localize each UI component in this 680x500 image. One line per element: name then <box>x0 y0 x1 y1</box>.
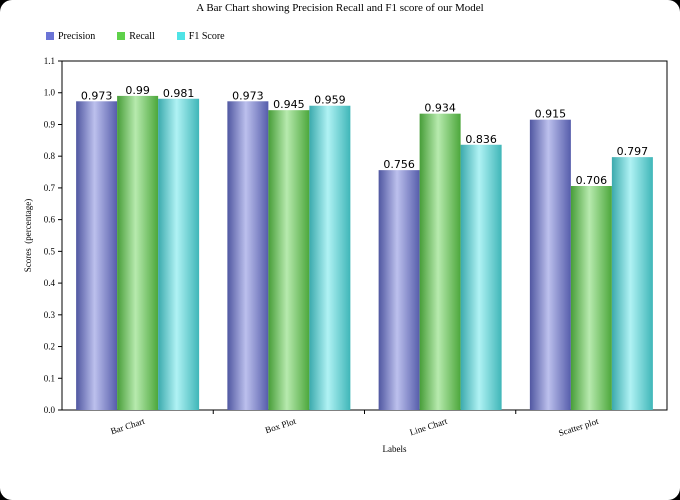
bar-precision-0 <box>76 101 118 410</box>
y-tick-label: 0.8 <box>44 151 56 161</box>
data-label: 0.973 <box>81 89 113 102</box>
y-axis-title: Scores (percentage) <box>23 199 33 272</box>
x-axis-title: Labels <box>383 444 407 454</box>
bar-precision-3 <box>529 119 571 410</box>
chart-title: A Bar Chart showing Precision Recall and… <box>196 2 484 14</box>
bar-recall-3 <box>570 186 612 410</box>
bar-recall-2 <box>419 113 461 411</box>
data-label: 0.756 <box>383 158 415 171</box>
x-tick-label: Box Plot <box>264 416 298 435</box>
legend-label-precision: Precision <box>58 30 96 42</box>
y-tick-label: 0.3 <box>44 310 56 320</box>
data-label: 0.959 <box>314 94 346 107</box>
legend-item-recall: Recall <box>117 31 155 42</box>
bar-f1-score-2 <box>460 144 502 410</box>
legend-swatch-f1-score <box>176 32 185 40</box>
legend-item-precision: Precision <box>46 31 95 42</box>
bar-f1-score-0 <box>158 98 200 410</box>
y-tick-label: 0.9 <box>44 119 56 129</box>
y-tick-label: 1.1 <box>44 56 55 66</box>
y-tick-label: 0.2 <box>44 342 55 352</box>
legend-label-recall: Recall <box>129 30 155 42</box>
y-tick-label: 0.7 <box>44 183 56 193</box>
x-tick-label: Bar Chart <box>109 416 146 437</box>
data-label: 0.945 <box>273 98 305 111</box>
data-label: 0.836 <box>465 133 497 146</box>
y-tick-label: 0.6 <box>44 215 56 225</box>
x-tick-label: Line Chart <box>408 416 448 438</box>
legend: Precision Recall F1 Score <box>46 29 247 43</box>
y-tick-label: 0.0 <box>44 405 56 415</box>
bar-recall-1 <box>268 110 310 410</box>
x-tick-label: Scatter plot <box>557 416 600 438</box>
y-tick-label: 0.5 <box>44 246 56 256</box>
data-label: 0.99 <box>125 84 150 97</box>
legend-item-f1-score: F1 Score <box>176 30 225 42</box>
legend-swatch-recall <box>117 32 126 40</box>
bar-f1-score-1 <box>309 105 351 411</box>
legend-label-f1-score: F1 Score <box>188 30 225 42</box>
data-label: 0.973 <box>232 89 264 102</box>
data-label: 0.915 <box>535 108 567 121</box>
legend-swatch-precision <box>46 32 54 40</box>
bar-recall-0 <box>117 95 159 411</box>
bar-f1-score-3 <box>611 157 653 410</box>
data-label: 0.797 <box>617 145 649 158</box>
y-tick-label: 1.0 <box>44 88 56 98</box>
data-label: 0.981 <box>163 87 195 100</box>
data-label: 0.706 <box>576 174 608 187</box>
bar-precision-2 <box>378 170 420 410</box>
y-tick-label: 0.4 <box>44 278 56 288</box>
data-label: 0.934 <box>424 102 456 115</box>
y-tick-label: 0.1 <box>44 373 55 383</box>
bar-precision-1 <box>227 101 269 410</box>
